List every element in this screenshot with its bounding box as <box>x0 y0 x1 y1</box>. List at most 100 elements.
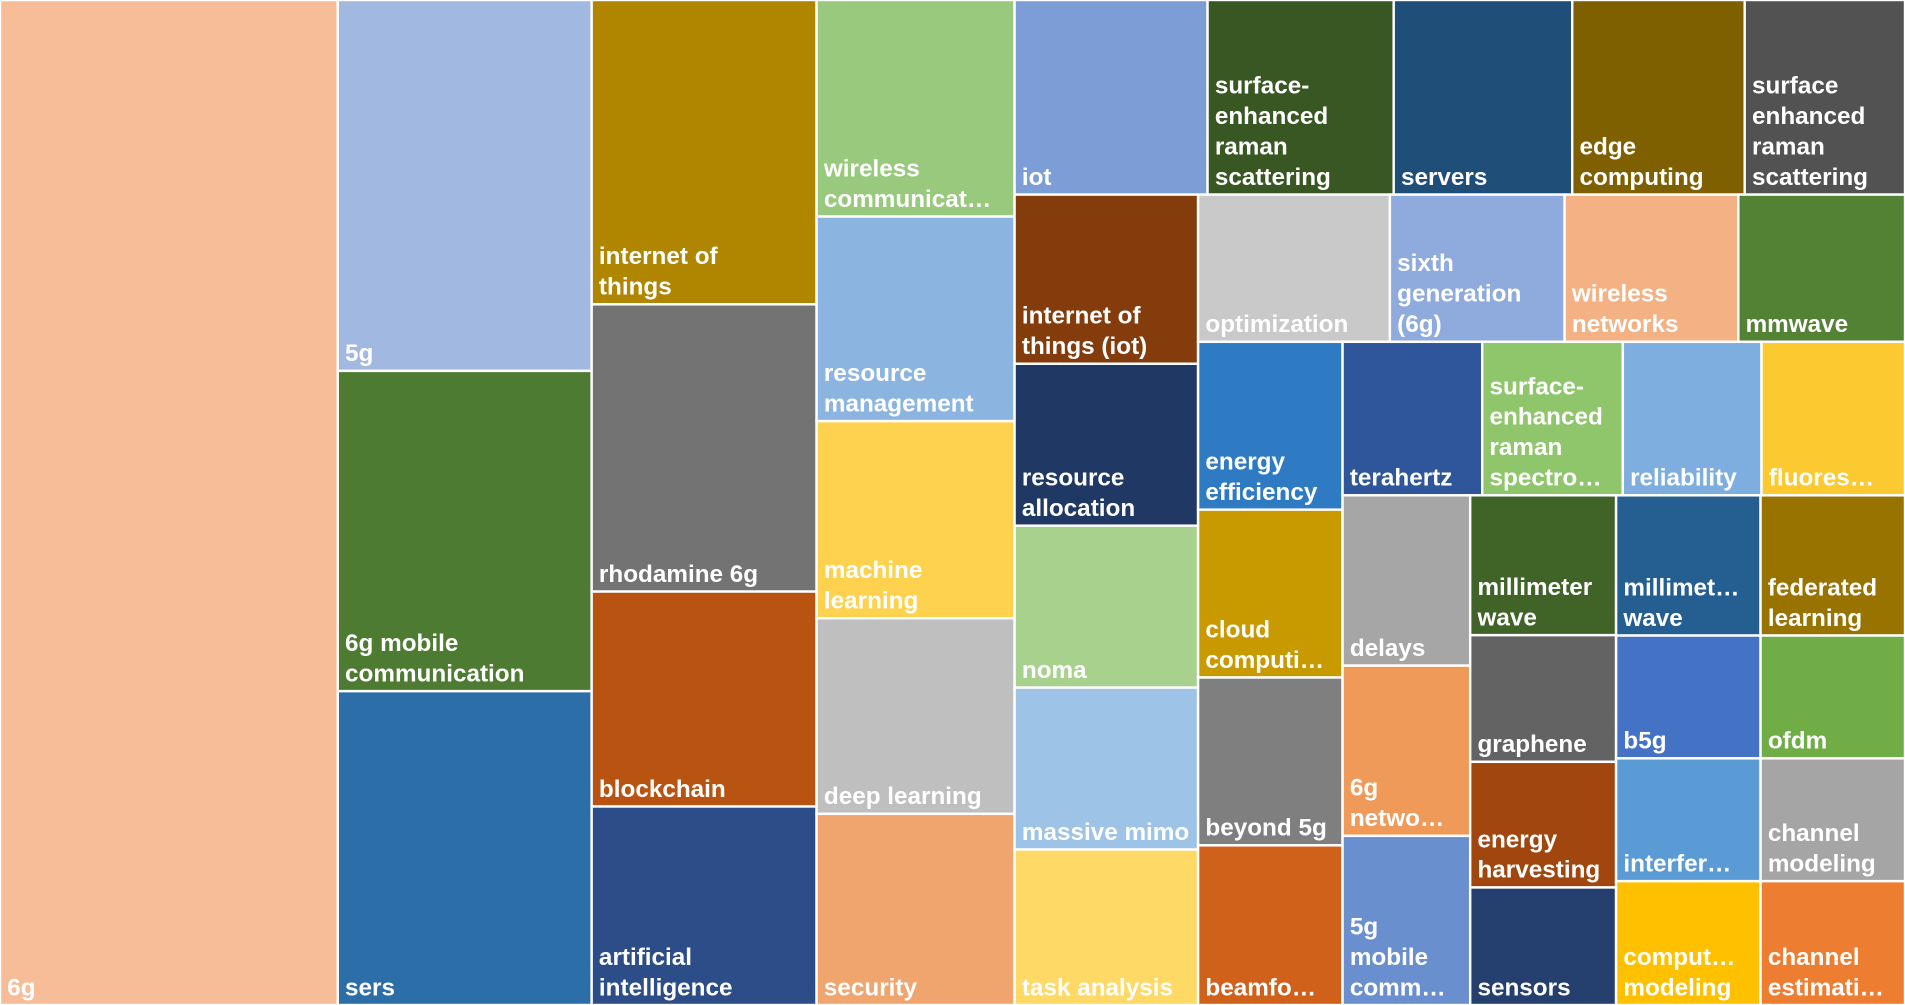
tile <box>1392 0 1574 196</box>
tile <box>1341 834 1472 1005</box>
tile <box>590 590 818 808</box>
tile-label: optimization <box>1205 311 1348 338</box>
tile-label-line: rhodamine 6g <box>599 561 758 588</box>
tile-label: iot <box>1022 164 1052 191</box>
tile-label: edge computing <box>1580 133 1704 190</box>
tile-label-line: modeling <box>1768 850 1876 877</box>
tile <box>336 689 593 1005</box>
tile-label-line: learning <box>1768 605 1862 632</box>
tile-label-line: management <box>824 390 974 417</box>
tile-label: machine learning <box>824 557 923 614</box>
tile <box>1760 340 1905 497</box>
tile-label: reliability <box>1630 465 1737 492</box>
tile-label: servers <box>1401 164 1487 191</box>
tile-label-line: mobile <box>1350 944 1428 971</box>
tile-label-line: reliability <box>1630 465 1737 492</box>
tile-label: deep learning <box>824 783 982 810</box>
tile <box>590 805 818 1005</box>
tile-label-line: millimet… <box>1623 574 1739 601</box>
tile-label-line: spectro… <box>1489 465 1601 492</box>
tile-label-line: networks <box>1572 311 1679 338</box>
tile-label-line: netwo… <box>1350 805 1444 832</box>
tile <box>590 303 818 593</box>
tile-label: energy efficiency <box>1205 448 1317 505</box>
tile-label-line: wave <box>1622 605 1682 632</box>
tile-label-line: optimization <box>1205 311 1348 338</box>
tile <box>815 419 1016 620</box>
tile-label: resource management <box>824 360 974 417</box>
tile-label-line: blockchain <box>599 776 726 803</box>
tile-label-line: cloud <box>1205 616 1270 643</box>
tile-label: mmwave <box>1746 311 1849 338</box>
tile <box>1759 494 1905 637</box>
tile-label-line: terahertz <box>1350 465 1453 492</box>
tile-label-line: iot <box>1022 164 1052 191</box>
tile <box>0 0 339 1005</box>
tile-label-line: efficiency <box>1205 479 1317 506</box>
tile-label-line: things (iot) <box>1022 333 1147 360</box>
tile-label-line: internet of <box>599 243 719 270</box>
tile-label-line: internet of <box>1022 303 1142 330</box>
tile <box>1571 0 1746 196</box>
tile-label: surface enhanced raman scattering <box>1752 73 1868 191</box>
tile-label-line: things <box>599 274 672 301</box>
tile-label-line: computing <box>1580 164 1704 191</box>
tile <box>1013 686 1200 851</box>
tile-label: wireless communicat… <box>823 155 991 212</box>
tile <box>1563 193 1740 344</box>
tile-label: beyond 5g <box>1205 815 1326 842</box>
tile <box>1468 886 1618 1005</box>
tile-label: wireless networks <box>1571 281 1679 338</box>
tile-label: security <box>824 974 918 1001</box>
tile-label-line: intelligence <box>599 974 733 1001</box>
tile-label-line: wireless <box>823 155 920 182</box>
tile-label-line: 6g mobile <box>345 630 458 657</box>
tile-label-line: energy <box>1205 448 1285 475</box>
tile-label-line: edge <box>1580 133 1637 160</box>
tile-label-line: fluores… <box>1769 465 1874 492</box>
tile-label-line: beamfo… <box>1205 974 1316 1001</box>
tile-label-line: delays <box>1350 635 1426 662</box>
tile <box>1468 760 1618 889</box>
tile-label-line: sixth <box>1397 250 1454 277</box>
tile-label-line: servers <box>1401 164 1487 191</box>
tile-label-line: resource <box>1022 465 1125 492</box>
tile-label-line: massive mimo <box>1022 819 1189 846</box>
tile <box>1759 879 1905 1005</box>
tile-label-line: graphene <box>1477 731 1586 758</box>
tile-label-line: mmwave <box>1746 311 1849 338</box>
tile-label-line: artificial <box>599 944 692 971</box>
tile-label: sensors <box>1477 974 1570 1001</box>
tile-label: sers <box>345 974 395 1001</box>
tile <box>1206 0 1395 196</box>
tile-label-line: wave <box>1476 604 1536 631</box>
tile-label-line: learning <box>824 587 918 614</box>
tile-label-line: deep learning <box>824 783 982 810</box>
tile-label-line: allocation <box>1022 495 1135 522</box>
tile-label-line: noma <box>1022 657 1087 684</box>
tile-label: fluores… <box>1769 465 1874 492</box>
tile-label-line: raman <box>1752 133 1825 160</box>
tile-label-line: comm… <box>1350 974 1446 1001</box>
tile-label: interfer… <box>1623 850 1731 877</box>
tile-label-line: task analysis <box>1022 974 1173 1001</box>
tile-label: internet of things (iot) <box>1022 303 1147 360</box>
tile-label: beamfo… <box>1205 974 1316 1001</box>
tile-label-line: wireless <box>1571 281 1668 308</box>
tile-label: sixth generation (6g) <box>1397 250 1521 338</box>
tile-label-line: sensors <box>1477 974 1570 1001</box>
tile-label-line: machine <box>824 557 923 584</box>
tile-label-line: communicat… <box>824 186 991 213</box>
tile <box>815 215 1016 423</box>
tile-label-line: interfer… <box>1623 850 1731 877</box>
tile <box>1614 879 1762 1005</box>
tile-label-line: 6g <box>1350 775 1378 802</box>
tile-label-line: enhanced <box>1752 103 1865 130</box>
tile-label-line: 5g <box>345 340 373 367</box>
tile <box>1468 494 1618 637</box>
tile-label-line: ofdm <box>1768 728 1827 755</box>
tile-label-line: federated <box>1768 574 1877 601</box>
tile <box>1196 340 1344 511</box>
